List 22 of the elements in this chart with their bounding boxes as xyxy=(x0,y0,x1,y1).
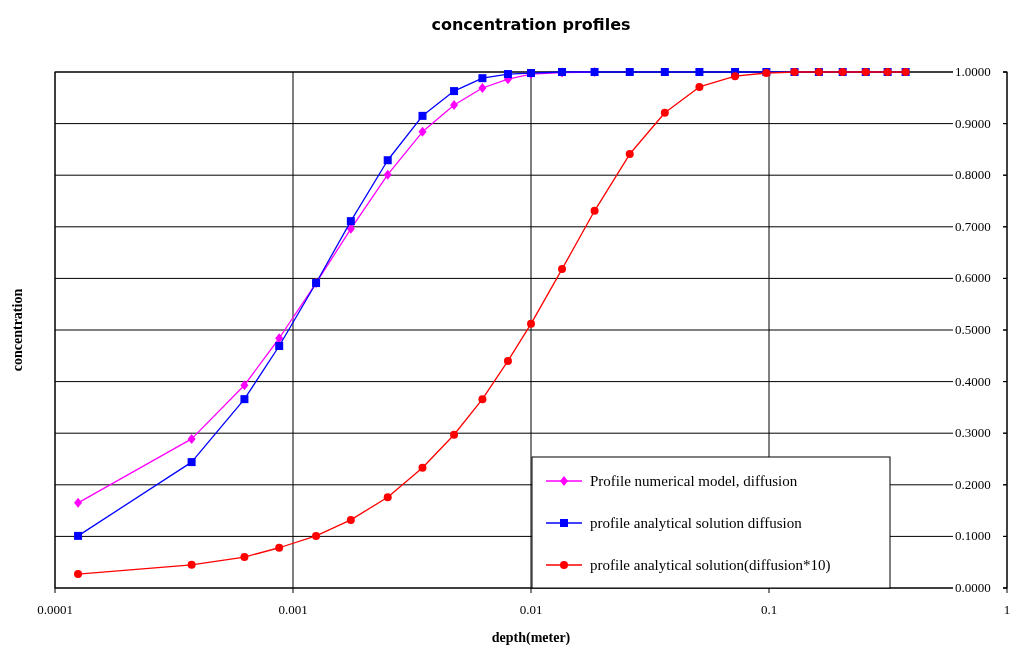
x-tick-label: 0.1 xyxy=(760,602,778,617)
legend-label: Profile numerical model, diffusion xyxy=(590,473,798,489)
x-axis-title: depth(meter) xyxy=(491,630,571,646)
y-tick-label: 0.8000 xyxy=(955,167,991,183)
y-tick-label: 0.3000 xyxy=(955,425,991,441)
y-tick-label: 0.9000 xyxy=(955,115,991,131)
y-tick-label: 1.0000 xyxy=(955,64,991,79)
y-tick-label: 0.1000 xyxy=(955,528,991,544)
y-tick-label: 0.6000 xyxy=(955,270,991,286)
legend-label: profile analytical solution diffusion xyxy=(590,515,803,531)
y-tick-label: 0.7000 xyxy=(955,218,991,234)
legend-label: profile analytical solution(diffusion*10) xyxy=(590,557,831,574)
x-tick-label: 1 xyxy=(1003,602,1011,617)
y-tick-label: 0.4000 xyxy=(955,373,991,389)
chart-title: concentration profiles xyxy=(431,15,631,34)
x-tick-label: 0.0001 xyxy=(37,602,73,617)
x-tick-label: 0.01 xyxy=(519,602,543,617)
y-axis-title: concentration xyxy=(10,288,25,372)
y-tick-label: 0.0000 xyxy=(955,580,991,595)
y-tick-label: 0.2000 xyxy=(955,476,991,492)
x-tick-label: 0.001 xyxy=(278,602,308,617)
y-tick-label: 0.5000 xyxy=(955,322,991,337)
